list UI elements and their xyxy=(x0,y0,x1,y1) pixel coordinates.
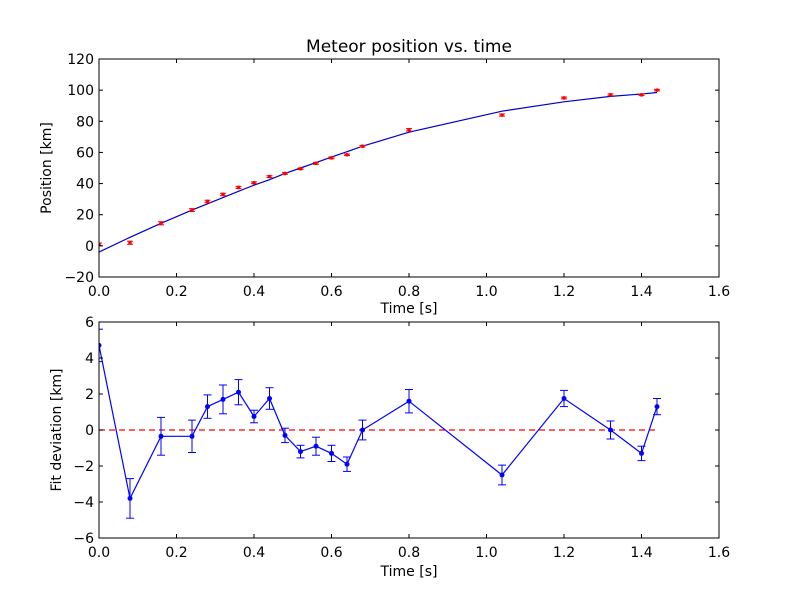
position-panel: Meteor position vs. time 0.0 0.2 0.4 0.6 0.8… xyxy=(39,37,730,317)
top-y-ticks: −20 0 20 40 60 80 100 120 xyxy=(64,52,719,286)
bottom-x-ticks: 0.0 0.2 0.4 0.6 0.8 1.0 1.2 1.4 1.6 xyxy=(88,322,730,561)
measurement-point xyxy=(298,166,303,171)
bottom-x-tick-label: 0.0 xyxy=(88,545,110,561)
measurement-point xyxy=(608,93,613,97)
top-x-ticks: 0.0 0.2 0.4 0.6 0.8 1.0 1.2 1.4 1.6 xyxy=(88,59,730,300)
measurement-point xyxy=(205,199,210,204)
bottom-y-tick-label: −4 xyxy=(73,495,94,511)
top-y-tick-label: −20 xyxy=(64,270,94,286)
top-x-tick-label: 0.4 xyxy=(243,284,265,300)
bottom-plot-area xyxy=(99,328,661,519)
top-y-tick-label: 40 xyxy=(76,177,94,193)
measurement-point xyxy=(407,128,411,132)
bottom-y-ticks: −6 −4 −2 0 2 4 6 xyxy=(73,315,719,547)
bottom-x-tick-label: 1.6 xyxy=(708,545,730,561)
deviation-point xyxy=(608,427,613,433)
top-data-layer xyxy=(99,88,660,253)
measurement-point xyxy=(345,152,349,157)
top-y-tick-label: 60 xyxy=(76,145,94,161)
bottom-x-tick-label: 0.2 xyxy=(165,545,187,561)
deviation-point xyxy=(158,433,164,439)
top-x-tick-label: 0.0 xyxy=(88,284,110,300)
measurement-point xyxy=(500,113,504,117)
top-y-axis-label: Position [km] xyxy=(39,122,55,214)
top-x-tick-label: 1.0 xyxy=(475,284,497,300)
deviation-point xyxy=(298,449,303,455)
top-x-tick-label: 1.4 xyxy=(630,284,652,300)
measurement-point xyxy=(236,185,241,190)
measurement-point xyxy=(159,221,163,226)
bottom-data-layer xyxy=(99,328,661,519)
bottom-x-tick-label: 1.4 xyxy=(630,545,652,561)
bottom-x-tick-label: 0.8 xyxy=(398,545,420,561)
bottom-x-tick-label: 1.0 xyxy=(475,545,497,561)
measurement-point xyxy=(190,208,194,212)
bottom-y-tick-label: 0 xyxy=(85,423,94,439)
deviation-point xyxy=(236,389,241,395)
measurement-point xyxy=(639,93,644,97)
measurement-point xyxy=(360,144,365,148)
top-x-tick-label: 0.2 xyxy=(165,284,187,300)
bottom-y-tick-label: 2 xyxy=(85,387,94,403)
deviation-point xyxy=(344,461,350,467)
deviation-point xyxy=(313,443,319,449)
bottom-x-tick-label: 0.6 xyxy=(320,545,342,561)
top-x-tick-label: 0.8 xyxy=(398,284,420,300)
top-x-tick-label: 1.2 xyxy=(553,284,575,300)
deviation-point xyxy=(329,450,334,456)
deviation-point xyxy=(561,396,567,401)
top-y-tick-label: 20 xyxy=(76,208,94,224)
top-plot-area xyxy=(99,88,660,253)
measurement-point xyxy=(128,240,132,245)
deviation-panel: 0.0 0.2 0.4 0.6 0.8 1.0 1.2 1.4 1.6 −6 −4 −2 0 2 4 6 T… xyxy=(49,315,730,580)
deviation-point xyxy=(654,404,660,410)
top-y-tick-label: 120 xyxy=(67,52,94,68)
measurement-point xyxy=(329,156,334,160)
top-y-tick-label: 100 xyxy=(67,83,94,99)
deviation-point xyxy=(251,414,257,419)
bottom-y-tick-label: −2 xyxy=(73,459,94,475)
deviation-point xyxy=(282,432,288,438)
bottom-x-tick-label: 0.4 xyxy=(243,545,265,561)
bottom-x-axis-label: Time [s] xyxy=(380,564,438,580)
deviation-point xyxy=(127,495,133,501)
measurement-point xyxy=(221,192,225,197)
top-x-axis-label: Time [s] xyxy=(380,301,438,317)
deviation-point xyxy=(220,396,226,402)
measurement-point xyxy=(314,161,318,166)
measurement-point xyxy=(283,171,287,176)
deviation-point xyxy=(360,427,365,433)
measurement-point xyxy=(252,180,256,185)
bottom-x-tick-label: 1.2 xyxy=(553,545,575,561)
measurement-point xyxy=(267,174,272,179)
measurement-point xyxy=(562,96,566,100)
measurement-point xyxy=(655,88,659,92)
deviation-point xyxy=(639,450,644,456)
deviation-point xyxy=(267,396,272,401)
deviation-point xyxy=(205,404,210,410)
top-x-tick-label: 0.6 xyxy=(320,284,342,300)
top-y-tick-label: 80 xyxy=(76,114,94,130)
top-y-tick-label: 0 xyxy=(85,239,94,255)
deviation-point xyxy=(99,342,102,348)
top-chart-title: Meteor position vs. time xyxy=(306,37,512,57)
bottom-y-tick-label: 4 xyxy=(85,351,94,367)
deviation-point xyxy=(189,433,195,439)
deviation-point xyxy=(499,472,505,478)
bottom-y-tick-label: 6 xyxy=(85,315,94,331)
top-x-tick-label: 1.6 xyxy=(708,284,730,300)
bottom-y-tick-label: −6 xyxy=(73,531,94,547)
bottom-y-axis-label: Fit deviation [km] xyxy=(49,368,65,491)
deviation-point xyxy=(406,398,412,404)
